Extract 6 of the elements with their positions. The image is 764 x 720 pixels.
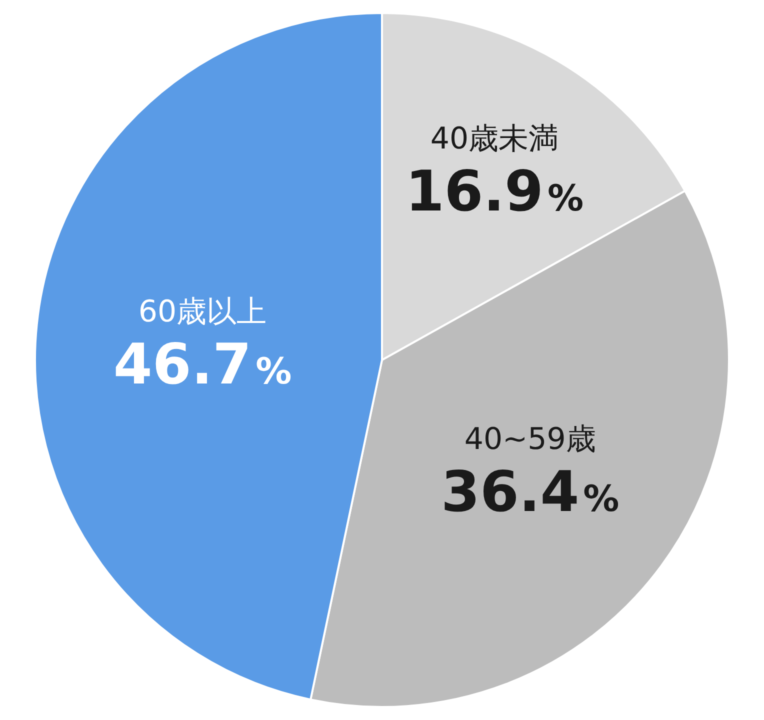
data-label: 16.9% xyxy=(405,159,584,224)
slice-label: 60歳以上 xyxy=(138,294,267,330)
slice-label: 40歳未満 xyxy=(430,121,559,156)
slice-label: 40~59歳 xyxy=(464,422,596,458)
data-label: 36.4% xyxy=(440,460,620,526)
data-label: 46.7% xyxy=(113,332,292,398)
